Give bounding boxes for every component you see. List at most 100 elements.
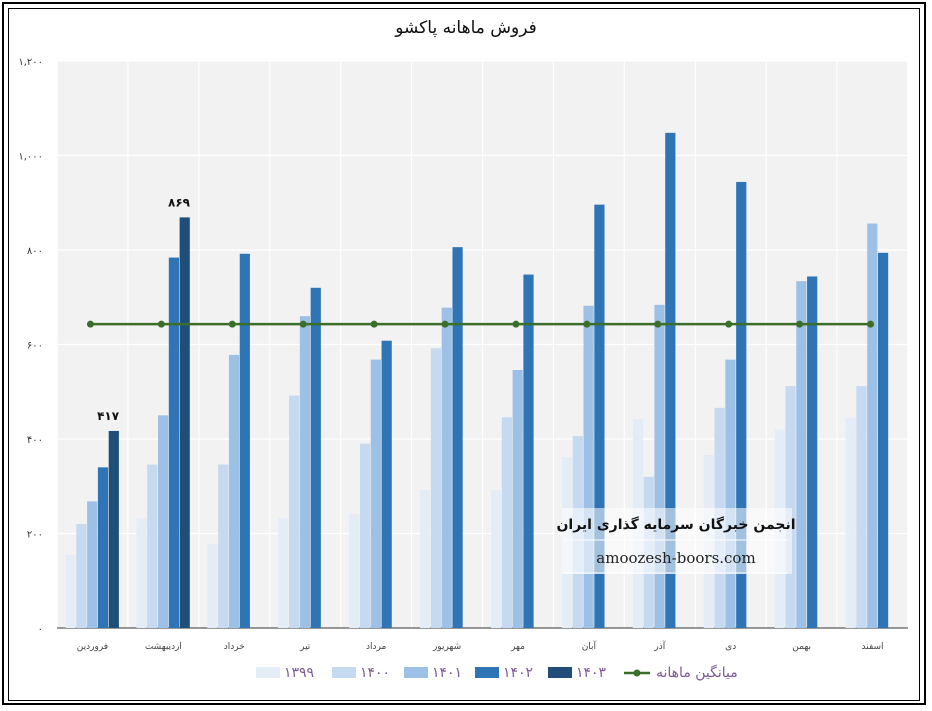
- legend-swatch-0: [256, 667, 280, 678]
- bar-6-3: [523, 274, 534, 628]
- average-point-11: [867, 320, 875, 328]
- average-line: [86, 320, 875, 328]
- bar-10-1: [785, 386, 796, 628]
- bar-9-3: [736, 181, 747, 628]
- y-tick-label-2: ۴۰۰: [27, 435, 43, 446]
- bar-11-0: [845, 417, 856, 628]
- bar-5-0: [420, 490, 431, 628]
- data-labels: ۴۱۷ ۸۶۹: [97, 195, 191, 423]
- x-tick-label-11: اسفند: [862, 642, 884, 652]
- average-point-7: [583, 320, 591, 328]
- legend-average-label: میانگین ماهانه: [656, 664, 738, 681]
- y-tick-label-3: ۶۰۰: [27, 341, 43, 352]
- y-tick-label-4: ۸۰۰: [27, 246, 43, 257]
- x-tick-label-0: فروردین: [77, 642, 108, 652]
- bar-2-2: [228, 354, 240, 628]
- average-point-3: [299, 320, 307, 328]
- bar-0-0: [65, 554, 76, 628]
- average-point-8: [654, 320, 662, 328]
- x-tick-label-2: خرداد: [224, 642, 245, 652]
- y-tick-label-6: ۱,۲۰۰: [18, 57, 43, 68]
- bar-4-0: [349, 513, 360, 628]
- average-point-4: [370, 320, 378, 328]
- legend-swatch-1: [332, 667, 356, 678]
- bar-5-3: [452, 247, 463, 629]
- average-point-2: [228, 320, 236, 328]
- legend-label-0: ۱۳۹۹: [284, 665, 314, 681]
- chart-title: فروش ماهانه پاکشو: [394, 18, 537, 38]
- bar-11-1: [856, 386, 867, 628]
- legend: ۱۳۹۹ ۱۴۰۰ ۱۴۰۱ ۱۴۰۲ ۱۴۰۳ میانگین ماهانه: [256, 664, 738, 681]
- bar-10-2: [796, 281, 807, 628]
- bar-6-0: [491, 490, 502, 628]
- y-tick-label-5: ۱,۰۰۰: [18, 152, 43, 163]
- grid: [56, 60, 909, 629]
- watermark-backdrop: [562, 508, 792, 574]
- x-tick-label-7: آبان: [582, 640, 597, 652]
- bar-5-2: [441, 307, 452, 628]
- legend-label-4: ۱۴۰۳: [576, 665, 607, 681]
- bar-1-4: [179, 217, 190, 628]
- bar-2-1: [218, 464, 229, 628]
- average-point-10: [796, 320, 804, 328]
- x-tick-label-9: دی: [725, 642, 736, 652]
- data-label-0: ۴۱۷: [97, 409, 120, 423]
- average-point-5: [441, 320, 449, 328]
- x-axis-labels: فروردین اردیبهشت خرداد تیر مرداد شهریور مهر آبا…: [77, 640, 884, 652]
- bar-3-2: [299, 316, 311, 628]
- bar-0-1: [76, 524, 87, 628]
- bar-6-1: [501, 417, 512, 628]
- legend-label-3: ۱۴۰۲: [503, 665, 533, 681]
- bar-3-3: [310, 287, 321, 628]
- bar-1-3: [168, 257, 180, 628]
- legend-swatch-2: [404, 667, 428, 678]
- average-point-6: [512, 320, 520, 328]
- bar-11-3: [877, 252, 889, 628]
- bar-4-2: [370, 359, 381, 628]
- bar-0-3: [97, 467, 109, 628]
- bar-6-2: [512, 370, 523, 628]
- watermark: انجمن خبرگان سرمایه گذاری ایران amoozesh…: [556, 508, 796, 574]
- bar-5-1: [430, 348, 442, 628]
- bar-7-3: [594, 204, 605, 628]
- bar-3-0: [278, 518, 289, 628]
- x-tick-label-4: مرداد: [366, 642, 386, 652]
- bar-0-2: [87, 501, 98, 628]
- bar-7-2: [583, 305, 594, 628]
- bar-1-2: [158, 415, 169, 628]
- bar-9-2: [725, 359, 736, 628]
- bar-4-3: [381, 340, 392, 628]
- legend-average-marker: [633, 669, 641, 677]
- average-point-0: [86, 320, 94, 328]
- x-tick-label-8: آذر: [653, 640, 665, 652]
- x-tick-label-5: شهریور: [432, 642, 461, 652]
- inner-frame: [8, 8, 920, 701]
- bar-2-3: [239, 253, 250, 628]
- legend-label-1: ۱۴۰۰: [360, 665, 390, 681]
- bar-8-3: [665, 132, 676, 628]
- legend-label-2: ۱۴۰۱: [432, 665, 462, 681]
- legend-swatch-4: [548, 667, 572, 678]
- bar-3-1: [289, 395, 300, 628]
- watermark-url: amoozesh-boors.com: [596, 549, 755, 567]
- legend-swatch-3: [475, 667, 499, 678]
- watermark-title: انجمن خبرگان سرمایه گذاری ایران: [556, 516, 795, 533]
- y-tick-label-0: ۰: [38, 624, 43, 635]
- average-point-9: [725, 320, 733, 328]
- bar-1-0: [136, 518, 147, 628]
- bar-8-2: [654, 304, 665, 628]
- y-axis-labels: ۰ ۲۰۰ ۴۰۰ ۶۰۰ ۸۰۰ ۱,۰۰۰ ۱,۲۰۰: [18, 57, 43, 635]
- bar-11-2: [867, 223, 878, 629]
- bar-0-4: [108, 430, 119, 628]
- data-label-1: ۸۶۹: [168, 195, 191, 209]
- bar-10-3: [807, 276, 818, 628]
- x-tick-label-1: اردیبهشت: [145, 642, 182, 652]
- x-tick-label-6: مهر: [510, 642, 525, 652]
- y-tick-label-1: ۲۰۰: [27, 530, 43, 541]
- bar-2-0: [207, 543, 218, 628]
- x-tick-label-10: بهمن: [792, 642, 811, 652]
- x-tick-label-3: تیر: [299, 642, 311, 652]
- bar-1-1: [147, 464, 158, 628]
